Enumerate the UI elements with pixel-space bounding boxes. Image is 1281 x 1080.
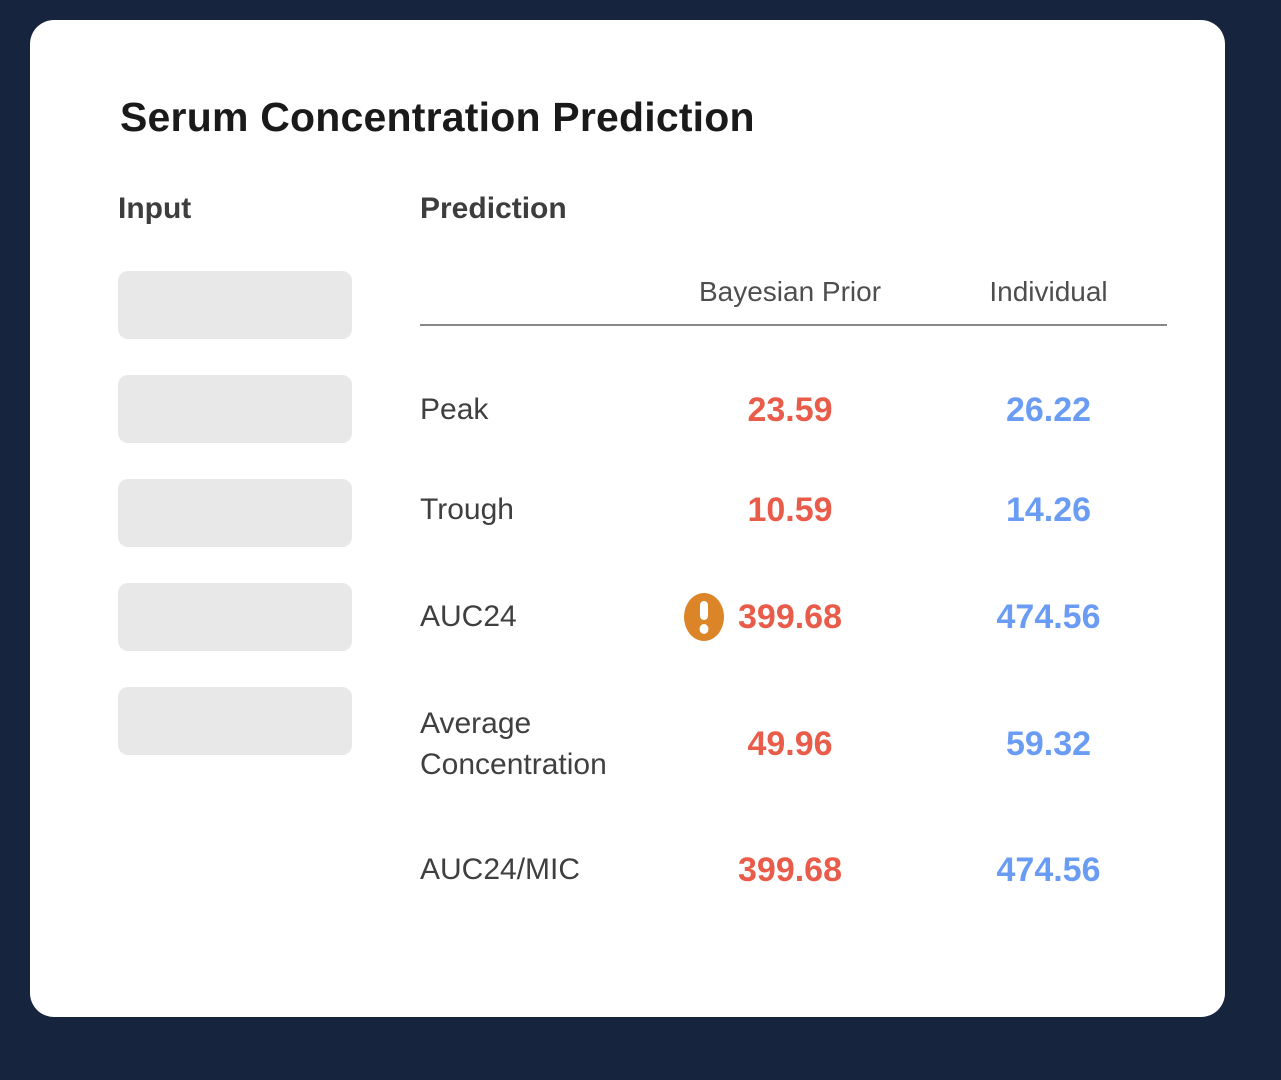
- row-label: AUC24: [420, 600, 517, 634]
- individual-value-cell: 26.22: [930, 391, 1167, 430]
- prediction-table-header: Bayesian Prior Individual: [420, 260, 1167, 324]
- bayesian-prior-value: 23.59: [747, 390, 833, 429]
- row-label: AUC24/MIC: [420, 853, 581, 887]
- bayesian-prior-value-cell: 23.59: [650, 391, 930, 430]
- individual-value: 14.26: [1005, 490, 1092, 529]
- individual-value: 474.56: [996, 597, 1101, 636]
- prediction-table: Bayesian Prior Individual Peak 23.59 26.22…: [420, 260, 1167, 926]
- individual-value: 474.56: [996, 850, 1101, 889]
- bayesian-prior-value-cell: 10.59: [650, 491, 930, 530]
- table-row: Peak 23.59 26.22: [420, 360, 1167, 460]
- row-label: Average Concentration: [420, 706, 607, 781]
- input-section-heading: Input: [118, 192, 192, 225]
- input-fields-column: [118, 271, 352, 755]
- column-header-bayesian-prior: Bayesian Prior: [698, 276, 882, 307]
- individual-value-cell: 474.56: [930, 851, 1167, 890]
- row-label: Trough: [420, 493, 514, 527]
- input-placeholder[interactable]: [118, 375, 352, 443]
- input-placeholder[interactable]: [118, 583, 352, 651]
- individual-value: 26.22: [1005, 390, 1092, 429]
- individual-value-cell: 59.32: [930, 725, 1167, 764]
- header-divider: [420, 324, 1167, 326]
- individual-value-cell: 14.26: [930, 491, 1167, 530]
- bayesian-prior-value: 399.68: [738, 597, 842, 636]
- input-placeholder[interactable]: [118, 479, 352, 547]
- bayesian-prior-value-cell: 399.68: [650, 851, 930, 890]
- table-row: AUC24 399.68 474.56: [420, 560, 1167, 674]
- input-placeholder[interactable]: [118, 271, 352, 339]
- bayesian-prior-value-cell: 49.96: [650, 725, 930, 764]
- table-row: Trough 10.59 14.26: [420, 460, 1167, 560]
- bayesian-prior-value: 10.59: [747, 490, 833, 529]
- bayesian-prior-value: 49.96: [747, 724, 833, 763]
- individual-value-cell: 474.56: [930, 598, 1167, 637]
- table-row: Average Concentration 49.96 59.32: [420, 674, 1167, 814]
- table-row: AUC24/MIC 399.68 474.56: [420, 814, 1167, 926]
- page-title: Serum Concentration Prediction: [120, 94, 755, 140]
- input-placeholder[interactable]: [118, 687, 352, 755]
- prediction-table-body: Peak 23.59 26.22 Trough 10.59 14.26 AUC24 399.6…: [420, 326, 1167, 926]
- warning-icon: [684, 593, 724, 641]
- bayesian-prior-value-cell: 399.68: [650, 593, 930, 641]
- column-header-individual: Individual: [989, 276, 1108, 307]
- prediction-section-heading: Prediction: [420, 192, 567, 225]
- serum-concentration-card: Serum Concentration Prediction Input Pre…: [30, 20, 1225, 1017]
- bayesian-prior-value: 399.68: [738, 850, 842, 889]
- individual-value: 59.32: [1005, 724, 1092, 763]
- row-label: Peak: [420, 393, 489, 427]
